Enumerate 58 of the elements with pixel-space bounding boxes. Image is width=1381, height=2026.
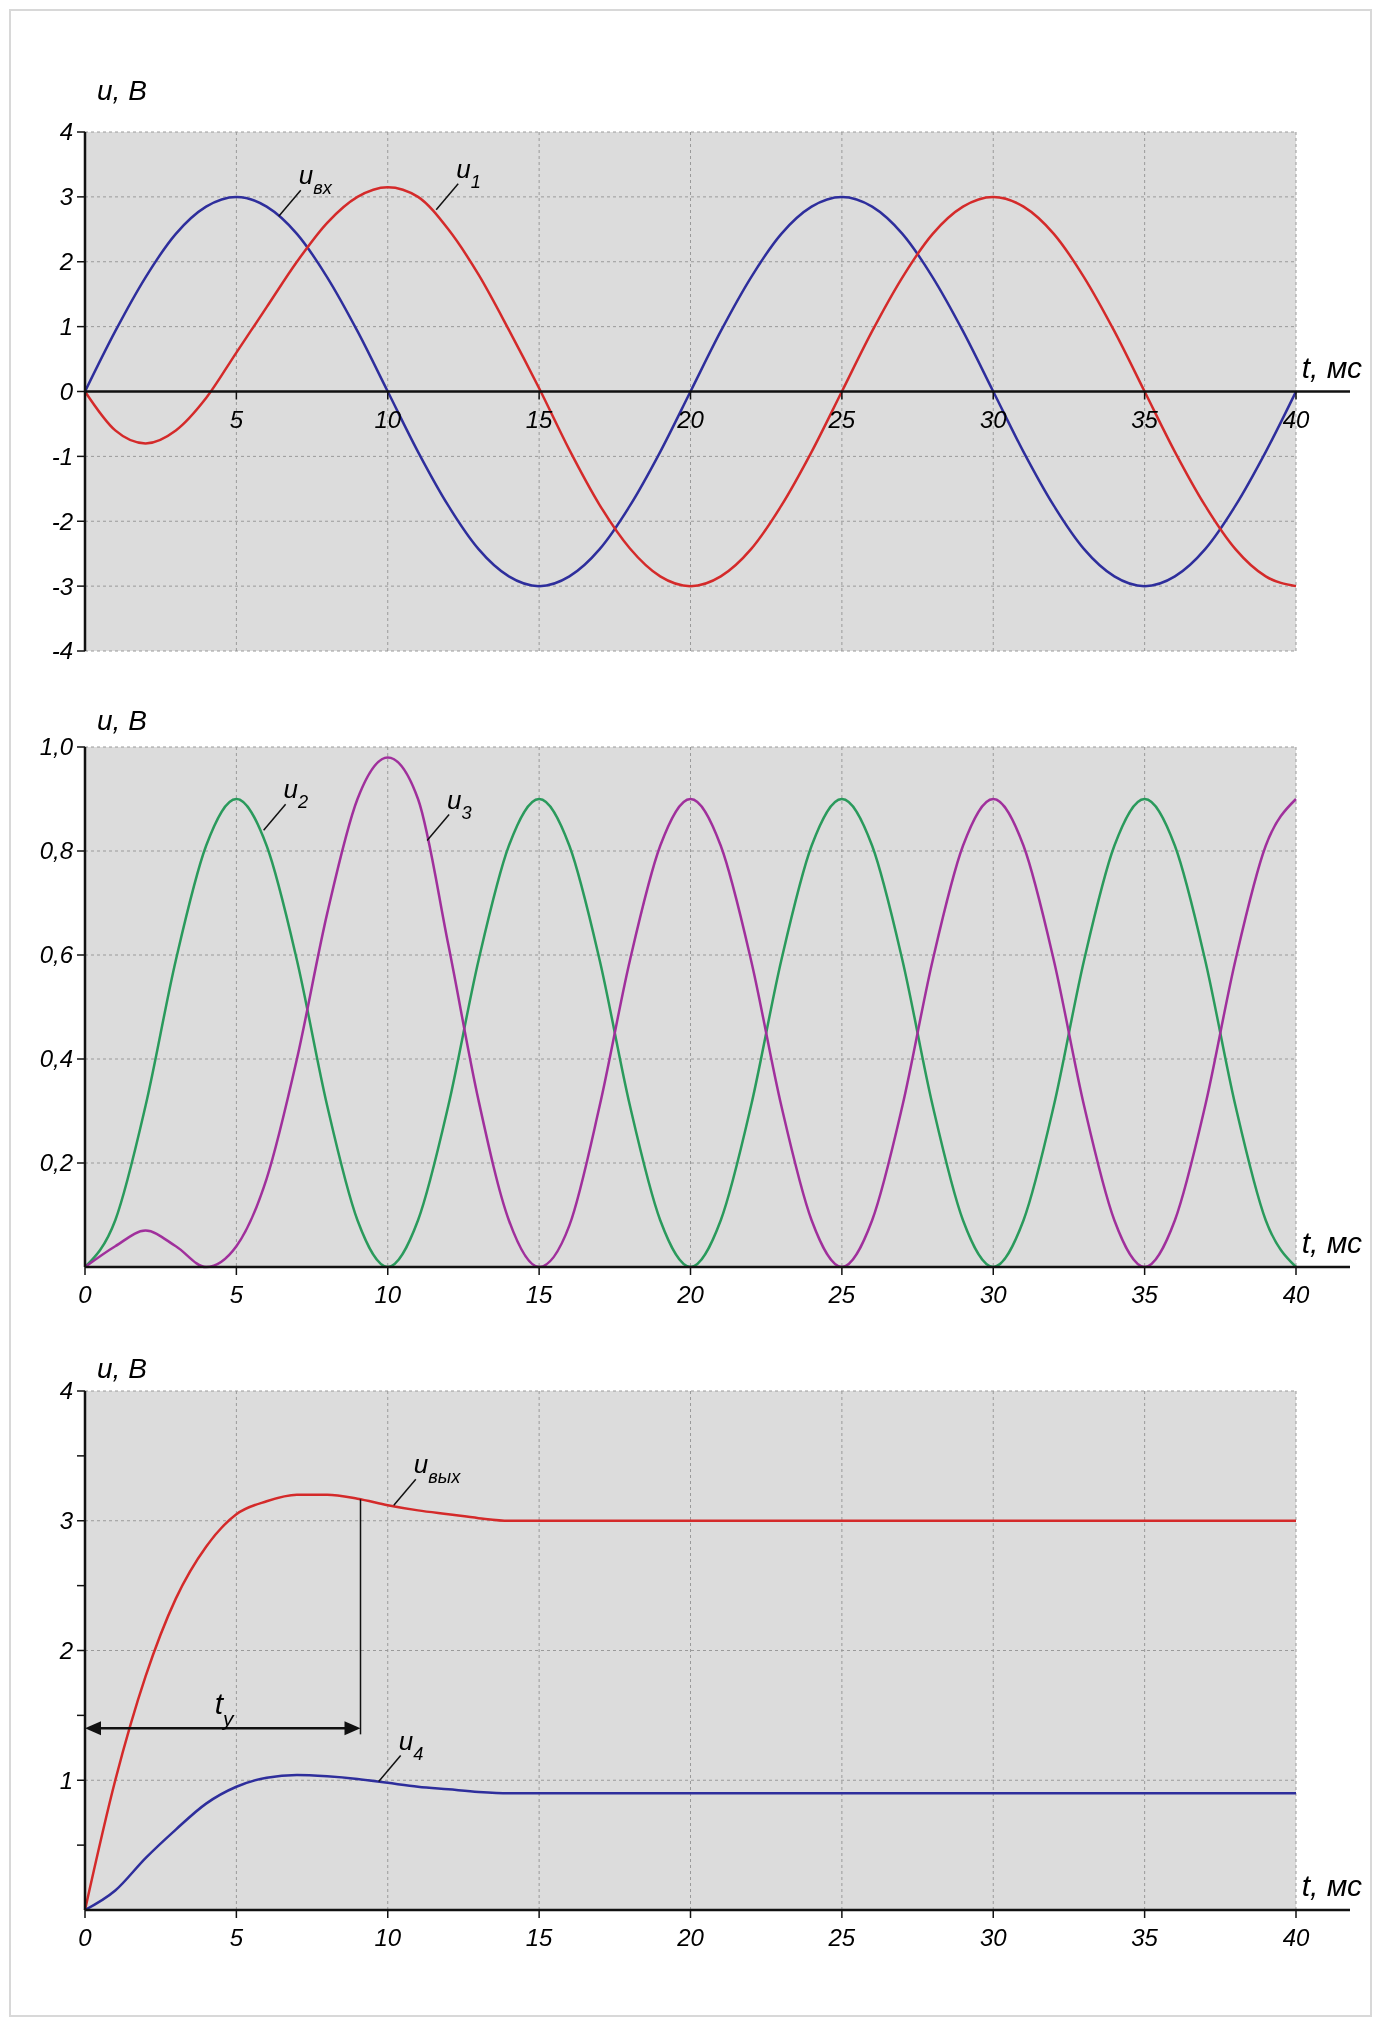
annotation: u$_{4}$ <box>398 1725 424 1764</box>
y-tick-label: 3 <box>59 1507 74 1535</box>
ref-line-label: t$_{у}$ <box>214 1687 236 1730</box>
x-tick-label: 10 <box>374 405 402 433</box>
x-tick-label: 30 <box>979 1281 1008 1308</box>
x-axis-title: t, мс <box>1301 1869 1362 1902</box>
annotation: u$_{3}$ <box>447 784 472 823</box>
annotation: u$_{1}$ <box>456 153 481 192</box>
x-tick-label: 15 <box>525 405 554 433</box>
x-tick-label: 10 <box>374 1924 402 1951</box>
y-tick-label: -4 <box>51 637 73 665</box>
annotation: u$_{вх}$ <box>298 160 333 199</box>
x-tick-label: 20 <box>676 1281 705 1308</box>
line-series <box>83 1773 1298 1912</box>
x-tick-label: 30 <box>979 405 1008 433</box>
x-axis-title: t, мс <box>1301 1226 1362 1259</box>
x-tick-label: 25 <box>827 1281 856 1308</box>
y-tick-label: -1 <box>51 442 73 470</box>
x-tick-label: 35 <box>1131 1281 1159 1308</box>
y-tick-label: 0,4 <box>39 1045 73 1073</box>
x-tick-label: 30 <box>979 1924 1008 1951</box>
y-tick-label: 3 <box>59 183 74 211</box>
y-tick-label: 0,6 <box>39 941 74 969</box>
y-tick-label: 2 <box>58 1636 73 1664</box>
y-axis-title: u, В <box>97 1353 147 1384</box>
x-tick-label: 25 <box>827 405 856 433</box>
x-tick-label: 35 <box>1131 1924 1159 1951</box>
x-tick-label: 40 <box>1282 405 1310 433</box>
x-tick-label: 0 <box>78 1281 93 1308</box>
y-tick-label: 0,8 <box>39 837 74 865</box>
y-axis-title: u, В <box>97 705 147 736</box>
y-axis-title: u, В <box>97 75 147 106</box>
x-tick-label: 40 <box>1282 1924 1310 1951</box>
annotation: u$_{2}$ <box>283 774 309 813</box>
x-tick-label: 20 <box>676 405 705 433</box>
y-tick-label: 1,0 <box>39 733 74 761</box>
y-tick-label: 2 <box>58 248 73 276</box>
x-tick-label: 40 <box>1282 1281 1310 1308</box>
x-tick-label: 25 <box>827 1924 856 1951</box>
x-tick-label: 15 <box>525 1281 554 1308</box>
y-tick-label: 4 <box>59 118 73 146</box>
x-tick-label: 15 <box>525 1924 554 1951</box>
x-tick-label: 20 <box>676 1924 705 1951</box>
x-tick-label: 5 <box>229 1281 244 1308</box>
y-tick-label: 1 <box>59 1766 73 1794</box>
y-tick-label: 0,2 <box>39 1149 73 1177</box>
x-tick-label: 5 <box>229 405 244 433</box>
x-tick-label: 0 <box>78 1924 93 1951</box>
x-tick-label: 35 <box>1131 405 1159 433</box>
x-tick-label: 5 <box>229 1924 244 1951</box>
y-tick-label: -2 <box>51 507 73 535</box>
x-tick-label: 10 <box>374 1281 402 1308</box>
x-axis-title: t, мс <box>1301 350 1362 384</box>
y-tick-label: -3 <box>51 572 74 600</box>
y-tick-label: 0 <box>59 377 74 405</box>
y-tick-label: 1 <box>59 313 73 341</box>
y-tick-label: 4 <box>59 1377 73 1405</box>
annotation: u$_{вых}$ <box>413 1449 462 1488</box>
